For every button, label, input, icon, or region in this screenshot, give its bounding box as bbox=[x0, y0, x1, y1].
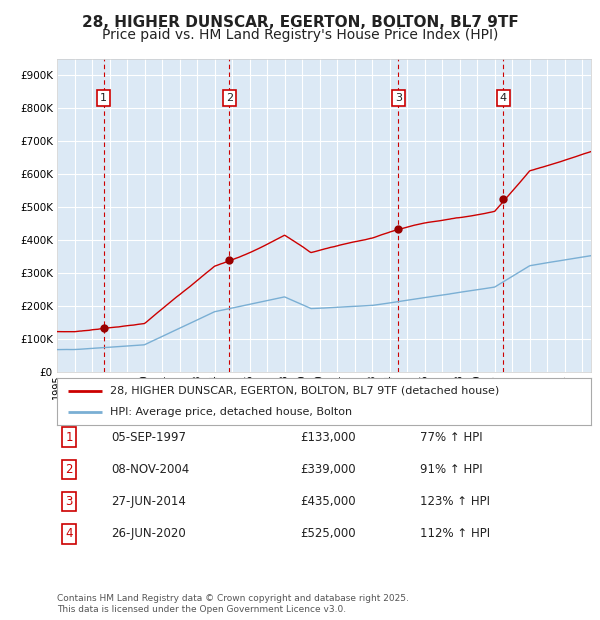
Text: 27-JUN-2014: 27-JUN-2014 bbox=[111, 495, 186, 508]
Text: 91% ↑ HPI: 91% ↑ HPI bbox=[420, 463, 482, 476]
Text: £525,000: £525,000 bbox=[300, 528, 356, 540]
Text: 112% ↑ HPI: 112% ↑ HPI bbox=[420, 528, 490, 540]
Text: 77% ↑ HPI: 77% ↑ HPI bbox=[420, 431, 482, 443]
Text: 3: 3 bbox=[65, 495, 73, 508]
Text: Price paid vs. HM Land Registry's House Price Index (HPI): Price paid vs. HM Land Registry's House … bbox=[102, 28, 498, 42]
Text: HPI: Average price, detached house, Bolton: HPI: Average price, detached house, Bolt… bbox=[110, 407, 353, 417]
Text: 05-SEP-1997: 05-SEP-1997 bbox=[111, 431, 186, 443]
Text: £435,000: £435,000 bbox=[300, 495, 356, 508]
Text: 1: 1 bbox=[65, 431, 73, 443]
Text: 4: 4 bbox=[500, 93, 507, 103]
Text: 4: 4 bbox=[65, 528, 73, 540]
Text: 08-NOV-2004: 08-NOV-2004 bbox=[111, 463, 189, 476]
Text: 28, HIGHER DUNSCAR, EGERTON, BOLTON, BL7 9TF (detached house): 28, HIGHER DUNSCAR, EGERTON, BOLTON, BL7… bbox=[110, 386, 500, 396]
Text: 28, HIGHER DUNSCAR, EGERTON, BOLTON, BL7 9TF: 28, HIGHER DUNSCAR, EGERTON, BOLTON, BL7… bbox=[82, 16, 518, 30]
Text: 2: 2 bbox=[65, 463, 73, 476]
Text: £133,000: £133,000 bbox=[300, 431, 356, 443]
Text: 123% ↑ HPI: 123% ↑ HPI bbox=[420, 495, 490, 508]
Text: 3: 3 bbox=[395, 93, 402, 103]
Text: 26-JUN-2020: 26-JUN-2020 bbox=[111, 528, 186, 540]
Text: 1: 1 bbox=[100, 93, 107, 103]
Text: 2: 2 bbox=[226, 93, 233, 103]
Text: Contains HM Land Registry data © Crown copyright and database right 2025.
This d: Contains HM Land Registry data © Crown c… bbox=[57, 595, 409, 614]
Text: £339,000: £339,000 bbox=[300, 463, 356, 476]
